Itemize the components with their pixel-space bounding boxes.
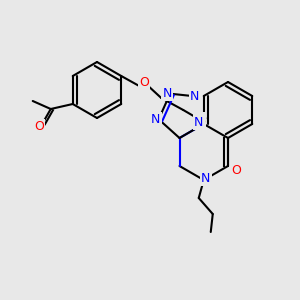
Text: N: N bbox=[201, 172, 210, 184]
Text: O: O bbox=[232, 164, 242, 178]
Text: O: O bbox=[139, 76, 149, 89]
Text: O: O bbox=[34, 121, 44, 134]
Text: N: N bbox=[194, 116, 203, 128]
Text: S: S bbox=[197, 113, 205, 127]
Text: N: N bbox=[162, 87, 172, 100]
Text: N: N bbox=[151, 113, 160, 126]
Text: N: N bbox=[190, 90, 200, 103]
